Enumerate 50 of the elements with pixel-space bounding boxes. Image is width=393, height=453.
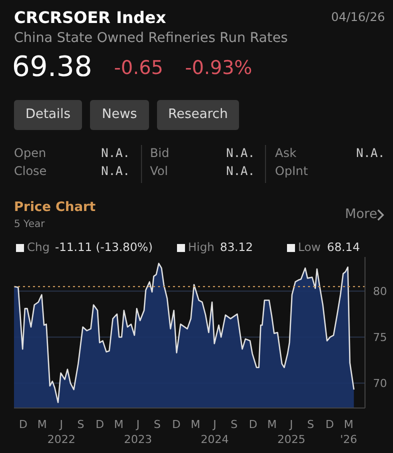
x-tick-label: M [190, 418, 200, 431]
x-tick-label: D [326, 418, 334, 431]
x-tick-label: J 2025 [277, 418, 306, 446]
text: Open [14, 146, 46, 160]
text: N.A. [225, 146, 255, 160]
x-tick-label: J 2022 [47, 418, 76, 446]
text: N.A. [100, 146, 130, 160]
x-tick-label: M [114, 418, 124, 431]
text: High [188, 240, 214, 254]
x-tick-label: D [248, 418, 258, 431]
x-tick-label: S [230, 418, 238, 431]
text: 83.12 [220, 240, 253, 254]
text: Bid [150, 146, 170, 160]
text: -11.11 (-13.80%) [55, 240, 153, 254]
x-tick-label: D [172, 418, 181, 431]
x-tick-label: M [37, 418, 47, 431]
x-tick-label: S [154, 418, 161, 431]
text: -0.65 [114, 57, 164, 79]
text: Research [157, 100, 239, 130]
x-tick-label: J 2024 [200, 418, 229, 446]
y-tick-label: 70 [373, 377, 387, 390]
text: Price Chart [14, 200, 96, 215]
text: Ask [275, 146, 296, 160]
text: N.A. [355, 146, 385, 160]
x-tick-label: D [18, 418, 28, 431]
y-tick-label: 80 [373, 284, 387, 298]
text: More [345, 207, 378, 222]
text: OpInt [275, 164, 308, 178]
chart-subtitle: China State Owned Refineries Run Rates [14, 30, 288, 46]
x-tick-label: M [267, 418, 277, 431]
text: Close [14, 164, 47, 178]
text: News [90, 100, 149, 130]
text: Details [14, 100, 82, 130]
text: N.A. [100, 164, 130, 178]
y-tick-label: 75 [373, 331, 387, 344]
x-tick-label: S [77, 418, 84, 431]
x-tick-label: D [96, 418, 104, 431]
x-tick-label: J 2023 [124, 418, 152, 446]
text: Low [298, 240, 321, 254]
x-tick-label: S [307, 418, 314, 431]
x-tick-label: M '26 [340, 418, 358, 446]
text: 04/16/26 [330, 10, 385, 24]
text: Chg [27, 240, 50, 254]
text: 68.14 [327, 240, 360, 254]
text: Vol [150, 164, 168, 178]
chart-title: CRCRSOER Index [14, 8, 166, 27]
text: -0.93% [185, 57, 252, 79]
text: 5 Year [14, 219, 45, 230]
text: N.A. [225, 164, 255, 178]
text: 69.38 [12, 50, 92, 83]
